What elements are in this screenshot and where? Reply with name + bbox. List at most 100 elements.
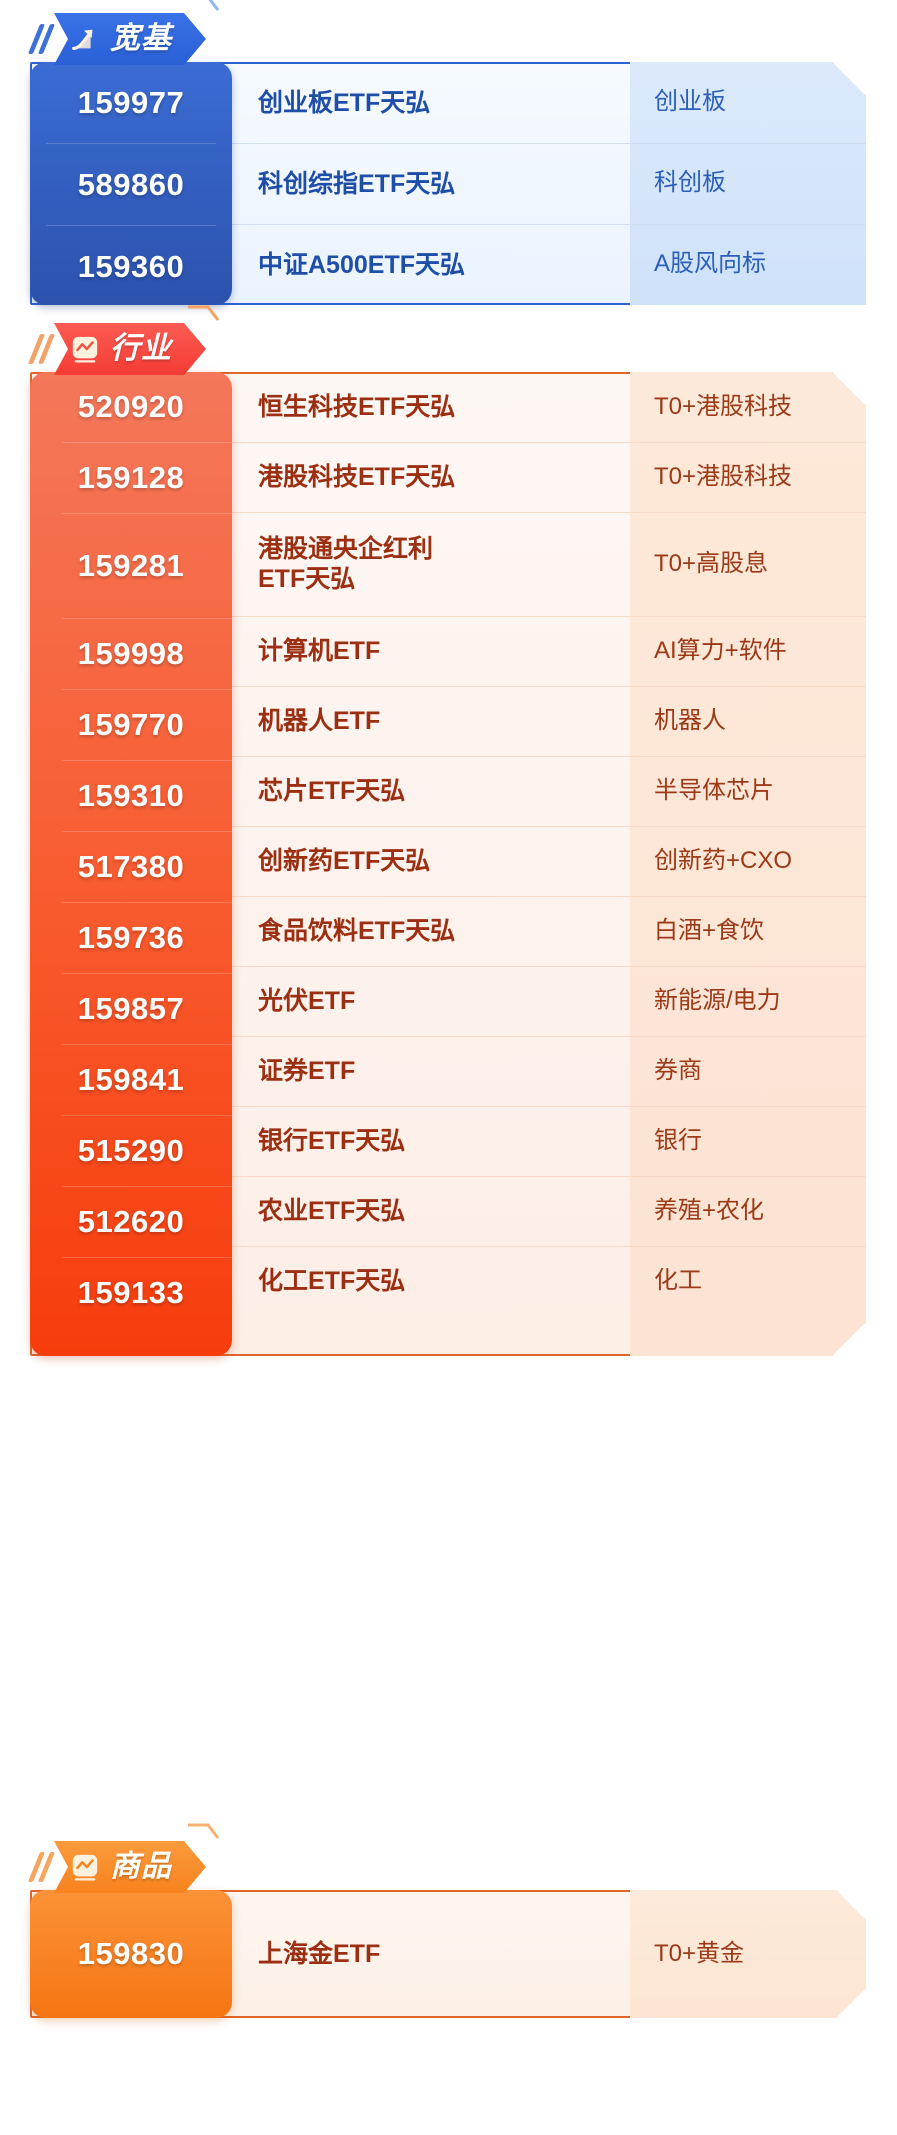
tag-column-band — [630, 62, 866, 305]
code-cell[interactable]: 159736 — [77, 920, 185, 955]
fund-tag: 银行 — [654, 1126, 702, 1154]
row-divider — [232, 1176, 866, 1177]
fund-tag: 白酒+食饮 — [654, 916, 765, 944]
code-column: 159830 — [30, 1890, 232, 2018]
fund-name: 银行ETF天弘 — [258, 1127, 406, 1155]
table-row[interactable]: 创业板ETF天弘 创业板 — [232, 62, 866, 143]
code-cell[interactable]: 515290 — [77, 1133, 185, 1168]
row-divider — [232, 512, 866, 513]
table-body: 上海金ETF T0+黄金 — [232, 1890, 866, 2018]
code-cell[interactable]: 159360 — [77, 248, 185, 284]
fund-tag: 新能源/电力 — [654, 986, 781, 1014]
code-cell[interactable]: 159281 — [77, 548, 185, 583]
section-badge-commodity: 商品 — [30, 1823, 220, 1898]
code-cell[interactable]: 159830 — [77, 1936, 185, 1971]
code-cell[interactable]: 159770 — [77, 707, 185, 742]
row-divider — [232, 224, 866, 225]
fund-tag: 创业板 — [654, 88, 726, 116]
code-cell[interactable]: 159128 — [77, 460, 185, 495]
table-row[interactable]: 机器人ETF 机器人 — [232, 686, 866, 756]
fund-name: 食品饮料ETF天弘 — [258, 917, 456, 945]
table-row[interactable]: 化工ETF天弘 化工 — [232, 1246, 866, 1316]
table-broad-based: 159977 589860 159360 创业板ETF天弘 创业板 科创综指ET… — [30, 62, 866, 305]
code-cell[interactable]: 159977 — [77, 84, 185, 120]
badge-label-commodity: 商品 — [110, 1850, 172, 1883]
section-badge-broad-based: 宽基 — [30, 0, 220, 70]
code-cell[interactable]: 589860 — [77, 166, 185, 202]
fund-name: 芯片ETF天弘 — [258, 777, 406, 805]
row-divider — [232, 686, 866, 687]
fund-name: 化工ETF天弘 — [258, 1267, 406, 1295]
fund-name: 恒生科技ETF天弘 — [258, 393, 456, 421]
rising-arrow-chart-icon — [70, 24, 100, 54]
fund-tag: T0+港股科技 — [654, 462, 793, 490]
table-row[interactable]: 光伏ETF 新能源/电力 — [232, 966, 866, 1036]
chevron-left-decoration — [30, 1842, 56, 1892]
table-row[interactable]: 农业ETF天弘 养殖+农化 — [232, 1176, 866, 1246]
corner-tick-decoration — [188, 305, 220, 321]
table-row[interactable]: 上海金ETF T0+黄金 — [232, 1890, 866, 2018]
fund-name: 农业ETF天弘 — [258, 1197, 406, 1225]
fund-name: 科创综指ETF天弘 — [258, 169, 456, 198]
code-column: 520920 159128 159281 159998 159770 15931… — [30, 372, 232, 1356]
table-row[interactable]: 创新药ETF天弘 创新药+CXO — [232, 826, 866, 896]
line-chart-square-icon — [70, 334, 100, 364]
table-row[interactable]: 中证A500ETF天弘 A股风向标 — [232, 224, 866, 305]
table-row[interactable]: 芯片ETF天弘 半导体芯片 — [232, 756, 866, 826]
fund-tag: 科创板 — [654, 169, 726, 197]
chevron-left-decoration — [30, 14, 56, 64]
section-broad-based: 宽基 159977 589860 159360 创业板ETF天弘 创业板 — [0, 0, 897, 308]
table-row[interactable]: 恒生科技ETF天弘 T0+港股科技 — [232, 372, 866, 442]
code-cell[interactable]: 517380 — [77, 849, 185, 884]
fund-tag: 化工 — [654, 1266, 702, 1294]
fund-tag: 创新药+CXO — [654, 846, 793, 874]
code-cell[interactable]: 512620 — [77, 1204, 185, 1239]
table-body: 恒生科技ETF天弘 T0+港股科技 港股科技ETF天弘 T0+港股科技 港股通央… — [232, 372, 866, 1316]
table-row[interactable]: 港股科技ETF天弘 T0+港股科技 — [232, 442, 866, 512]
section-badge-industry: 行业 — [30, 305, 220, 380]
row-divider — [232, 1106, 866, 1107]
table-row[interactable]: 证券ETF 券商 — [232, 1036, 866, 1106]
badge-pill-broad-based: 宽基 — [54, 13, 206, 65]
fund-name: 光伏ETF — [258, 987, 356, 1015]
fund-tag: A股风向标 — [654, 250, 767, 278]
section-commodity: 商品 159830 上海金ETF T0+黄金 — [0, 1823, 897, 2066]
table-row[interactable]: 港股通央企红利 ETF天弘 T0+高股息 — [232, 512, 866, 616]
row-divider — [232, 1036, 866, 1037]
corner-tick-decoration — [188, 1823, 220, 1839]
row-divider — [232, 966, 866, 967]
code-cell[interactable]: 159310 — [77, 778, 185, 813]
table-commodity: 159830 上海金ETF T0+黄金 — [30, 1890, 866, 2018]
badge-pill-commodity: 商品 — [54, 1841, 206, 1893]
fund-tag: 养殖+农化 — [654, 1196, 765, 1224]
table-row[interactable]: 银行ETF天弘 银行 — [232, 1106, 866, 1176]
row-divider — [232, 896, 866, 897]
code-column: 159977 589860 159360 — [30, 62, 232, 305]
tag-column-band — [630, 1890, 866, 2018]
table-row[interactable]: 计算机ETF AI算力+软件 — [232, 616, 866, 686]
fund-name: 计算机ETF — [258, 637, 381, 665]
fund-tag: T0+港股科技 — [654, 392, 793, 420]
fund-name: 机器人ETF — [258, 707, 381, 735]
code-cell[interactable]: 520920 — [77, 389, 185, 424]
row-divider — [232, 1246, 866, 1247]
code-cell[interactable]: 159998 — [77, 636, 185, 671]
badge-label-industry: 行业 — [110, 332, 172, 365]
fund-tag: 机器人 — [654, 706, 726, 734]
table-row[interactable]: 科创综指ETF天弘 科创板 — [232, 143, 866, 224]
chevron-left-decoration — [30, 324, 56, 374]
code-cell[interactable]: 159857 — [77, 991, 185, 1026]
code-cell[interactable]: 159841 — [77, 1062, 185, 1097]
tag-column-band — [630, 372, 866, 1356]
table-body: 创业板ETF天弘 创业板 科创综指ETF天弘 科创板 中证A500ETF天弘 A… — [232, 62, 866, 305]
code-cell[interactable]: 159133 — [77, 1275, 185, 1310]
table-row[interactable]: 食品饮料ETF天弘 白酒+食饮 — [232, 896, 866, 966]
row-divider — [232, 143, 866, 144]
corner-tick-decoration — [208, 0, 220, 11]
row-divider — [232, 756, 866, 757]
fund-name: 港股科技ETF天弘 — [258, 463, 456, 491]
row-divider — [232, 442, 866, 443]
fund-tag: 半导体芯片 — [654, 776, 774, 804]
fund-name: 创业板ETF天弘 — [258, 88, 431, 117]
line-chart-square-icon — [70, 1852, 100, 1882]
